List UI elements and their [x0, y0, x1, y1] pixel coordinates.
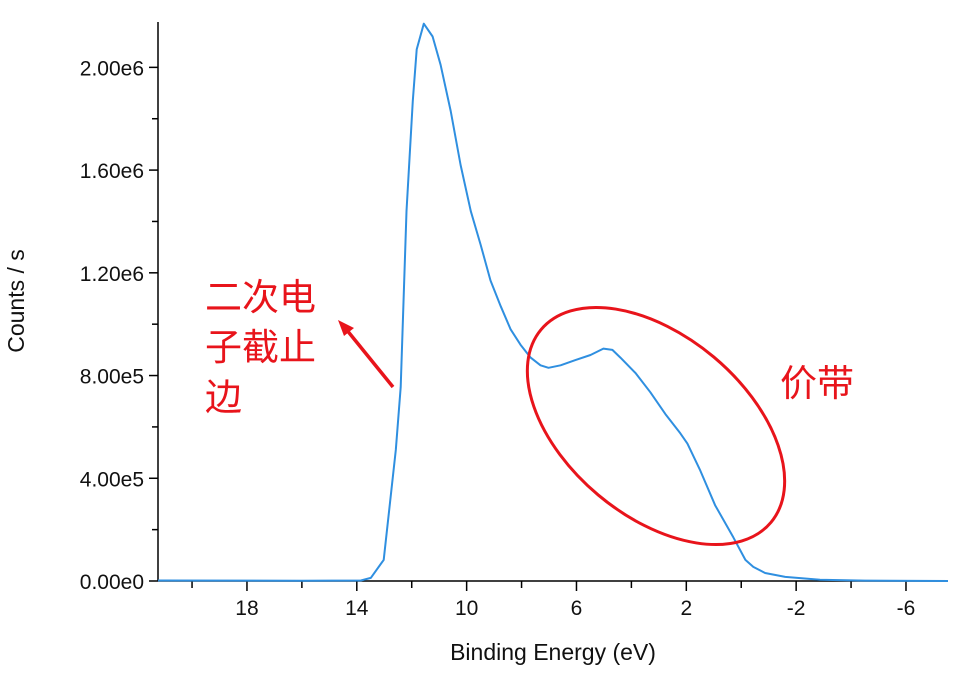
y-tick-label: 8.00e5 [80, 366, 144, 389]
y-tick-label: 0.00e0 [80, 571, 144, 594]
x-tick-label: 2 [680, 597, 692, 620]
cutoff-arrow [338, 320, 395, 389]
annotation-cutoff-line-2: 子截止 [205, 326, 316, 369]
x-axis-title: Binding Energy (eV) [450, 639, 656, 665]
y-tick-label: 1.20e6 [80, 263, 144, 286]
y-tick-label: 4.00e5 [80, 468, 144, 491]
arrow-head-icon [338, 320, 354, 336]
x-tick-label: 6 [571, 597, 583, 620]
x-tick-label: -2 [787, 597, 806, 620]
x-tick-label: 18 [235, 597, 258, 620]
x-ticks: 18 14 10 6 2 -2 -6 [191, 581, 916, 620]
annotation-cutoff-line-3: 边 [205, 376, 242, 419]
y-axis-title: Counts / s [3, 249, 29, 353]
y-tick-label: 2.00e6 [80, 57, 144, 80]
annotation-valence-band: 价带 [780, 362, 854, 405]
valence-band-ellipse [525, 305, 787, 547]
x-tick-label: 14 [345, 597, 369, 620]
spectrum-line [157, 22, 949, 582]
annotation-cutoff-line-1: 二次电 [205, 276, 316, 319]
y-ticks: 0.00e0 4.00e5 8.00e5 1.20e6 1.60e6 2.00e6 [80, 57, 158, 594]
y-tick-label: 1.60e6 [80, 160, 144, 183]
x-tick-label: 10 [455, 597, 478, 620]
x-tick-label: -6 [897, 597, 916, 620]
